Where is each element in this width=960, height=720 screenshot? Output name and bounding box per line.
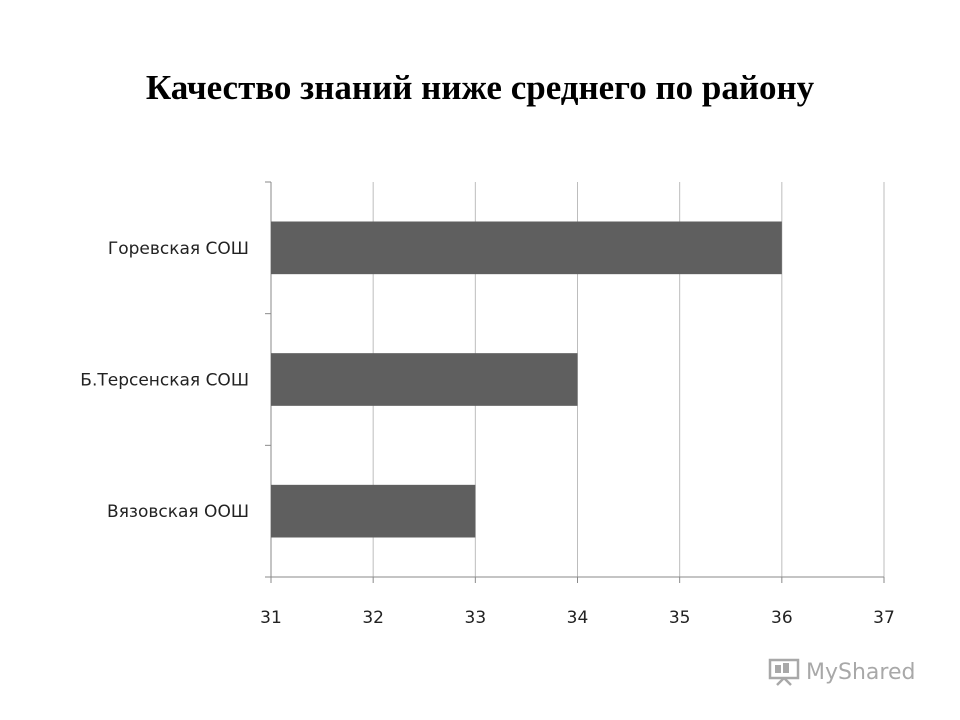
x-tick-label: 32 (362, 608, 384, 628)
category-label: Вязовская ООШ (107, 502, 249, 522)
watermark: MyShared (768, 658, 915, 686)
x-tick-label: 31 (260, 608, 282, 628)
x-tick-label: 33 (465, 608, 487, 628)
bar (271, 484, 476, 538)
x-tick-label: 34 (567, 608, 589, 628)
bar (271, 353, 578, 406)
category-label: Б.Терсенская СОШ (80, 371, 249, 391)
presentation-board-icon (768, 658, 800, 686)
watermark-text: MyShared (806, 659, 916, 685)
bar (271, 221, 782, 275)
x-tick-label: 37 (873, 608, 895, 628)
category-label: Горевская СОШ (108, 239, 249, 259)
x-tick-label: 36 (771, 608, 793, 628)
x-tick-label: 35 (669, 608, 691, 628)
chart-title: Качество знаний ниже среднего по району (145, 68, 815, 107)
